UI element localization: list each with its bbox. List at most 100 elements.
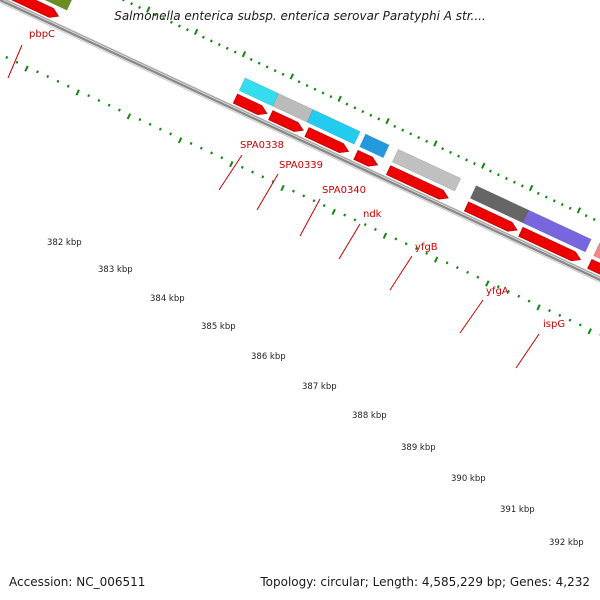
tick-mark	[225, 46, 229, 50]
cds-arrow	[518, 226, 582, 262]
tick-mark	[154, 13, 157, 17]
tick-mark	[249, 57, 253, 62]
tick-mark	[560, 202, 564, 207]
tick-mark	[265, 65, 269, 69]
cds-arrow	[268, 110, 304, 132]
tick-mark	[169, 132, 173, 136]
tick-mark	[558, 313, 562, 317]
tick-mark	[292, 189, 295, 193]
tick-mark	[177, 24, 181, 28]
tick-mark	[241, 51, 247, 58]
gene-pbpC	[44, 0, 73, 11]
tick-mark	[313, 87, 317, 91]
tick-mark	[233, 50, 237, 54]
tick-mark	[394, 237, 398, 241]
scale-label: 386 kbp	[251, 352, 286, 362]
tick-mark	[126, 113, 132, 120]
tick-mark	[117, 108, 121, 112]
tick-mark	[66, 84, 70, 88]
cds-layer	[11, 0, 600, 275]
tick-mark	[527, 299, 531, 303]
backbone-line	[4, 0, 600, 278]
label-leader-line	[299, 198, 321, 237]
tick-mark	[170, 20, 173, 24]
tick-mark	[433, 140, 438, 147]
tick-mark	[385, 117, 390, 125]
tick-mark	[107, 103, 111, 107]
tick-mark	[322, 203, 326, 208]
tick-mark	[321, 91, 325, 95]
tick-mark	[409, 132, 413, 136]
tick-mark	[158, 127, 162, 131]
tick-mark	[568, 318, 572, 322]
tick-mark	[193, 28, 199, 36]
genome-summary: Topology: circular; Length: 4,585,229 bp…	[260, 575, 590, 589]
tick-mark	[548, 309, 551, 313]
tick-mark	[465, 158, 468, 162]
tick-mark	[229, 160, 234, 168]
tick-mark	[201, 35, 205, 39]
tick-mark	[404, 242, 408, 246]
tick-mark	[251, 170, 254, 174]
scale-label: 392 kbp	[549, 538, 584, 548]
tick-mark	[544, 195, 548, 199]
tick-mark	[528, 184, 534, 192]
tick-mark	[138, 5, 141, 9]
cds-arrow	[304, 127, 350, 153]
gene-SPA0340	[306, 109, 361, 145]
tick-mark	[587, 328, 592, 335]
tick-mark	[138, 118, 142, 122]
tick-mark	[425, 251, 429, 255]
tick-mark	[517, 294, 521, 298]
map-title: Salmonella enterica subsp. enterica sero…	[114, 9, 486, 23]
label-leader-line	[218, 154, 243, 191]
scale-label: 382 kbp	[47, 238, 82, 248]
tick-mark	[240, 165, 244, 169]
tick-mark	[305, 83, 309, 88]
label-leader-line	[256, 173, 279, 211]
scale-label: 390 kbp	[451, 474, 486, 484]
tick-mark	[345, 102, 349, 106]
tick-mark	[466, 270, 470, 274]
tick-mark	[185, 28, 189, 32]
tick-mark	[273, 69, 277, 73]
tick-mark	[512, 180, 516, 184]
tick-mark	[15, 60, 19, 64]
tick-mark	[455, 266, 459, 270]
label-leader-line	[459, 299, 484, 334]
tick-mark	[36, 70, 39, 74]
tick-marks-layer	[5, 0, 600, 336]
tick-mark	[485, 280, 490, 287]
tick-mark	[433, 256, 439, 263]
tick-mark	[280, 184, 285, 192]
tick-mark	[312, 199, 316, 203]
scale-label: 384 kbp	[150, 294, 185, 304]
tick-mark	[289, 73, 294, 80]
label-leader-line	[389, 255, 413, 291]
cds-arrow	[587, 259, 600, 275]
gene-yfgB	[391, 148, 462, 192]
tick-mark	[56, 79, 60, 83]
gene-label: yfgB	[415, 242, 438, 253]
gene-ndk	[359, 133, 390, 159]
tick-mark	[189, 141, 193, 145]
backbone-layer	[0, 0, 600, 283]
tick-mark	[281, 72, 285, 76]
tick-mark	[476, 275, 480, 279]
tick-mark	[329, 95, 333, 99]
tick-mark	[504, 176, 508, 181]
tick-mark	[417, 136, 421, 140]
tick-mark	[552, 199, 556, 203]
tick-mark	[489, 169, 492, 173]
tick-mark	[578, 323, 582, 327]
scale-label: 387 kbp	[302, 382, 337, 392]
scale-label: 383 kbp	[98, 265, 133, 275]
tick-mark	[146, 6, 151, 13]
tick-mark	[373, 227, 377, 231]
backbone-line	[0, 1, 600, 283]
tick-mark	[130, 2, 133, 6]
scale-labels-layer: 382 kbp 383 kbp 384 kbp 385 kbp 386 kbp 387 k…	[47, 238, 584, 548]
tick-mark	[217, 43, 221, 47]
tick-mark	[75, 89, 80, 96]
